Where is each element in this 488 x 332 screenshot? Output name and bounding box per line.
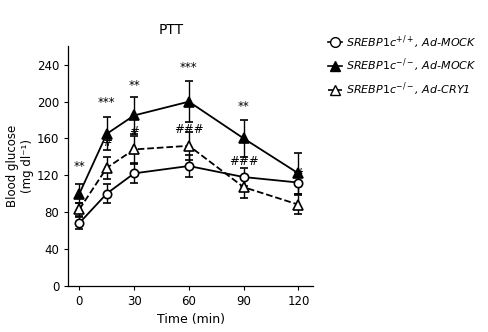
Legend: $SREBP1c^{+/+}$, Ad-MOCK, $SREBP1c^{-/-}$, Ad-MOCK, $SREBP1c^{-/-}$, Ad-CRY1: $SREBP1c^{+/+}$, Ad-MOCK, $SREBP1c^{-/-}… — [327, 33, 476, 98]
Y-axis label: Blood glucose
(mg dl⁻¹): Blood glucose (mg dl⁻¹) — [6, 125, 34, 207]
Text: ***: *** — [98, 96, 115, 109]
Text: #: # — [102, 136, 111, 149]
Text: ###: ### — [174, 123, 203, 136]
Text: ***: *** — [180, 61, 197, 74]
Text: PTT: PTT — [158, 23, 183, 37]
Text: **: ** — [128, 79, 140, 92]
X-axis label: Time (min): Time (min) — [156, 313, 224, 326]
Text: ###: ### — [228, 155, 258, 168]
Text: #: # — [293, 167, 303, 180]
Text: **: ** — [237, 100, 249, 113]
Text: **: ** — [73, 160, 85, 173]
Text: #: # — [129, 125, 139, 138]
